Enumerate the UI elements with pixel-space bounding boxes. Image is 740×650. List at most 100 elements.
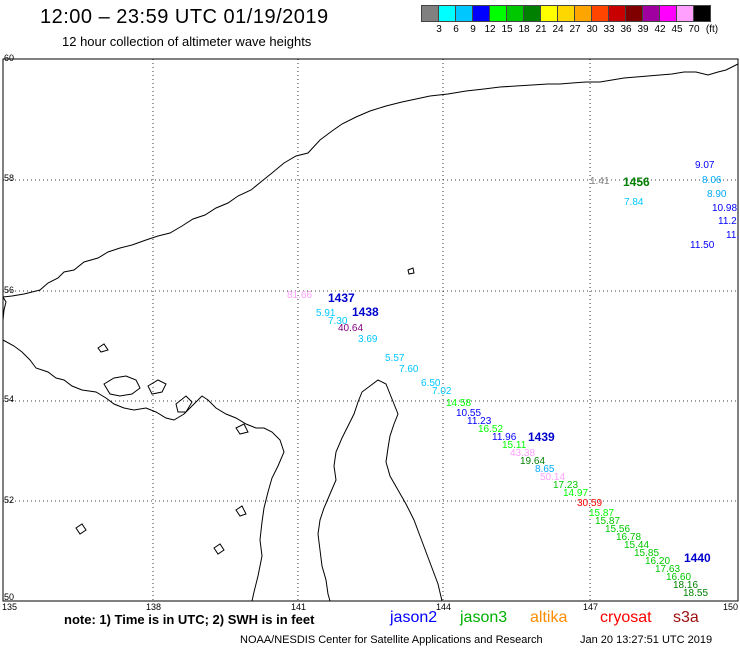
wave-height-observation: 8.65 — [535, 464, 555, 475]
shantar-island-small — [147, 379, 167, 395]
color-scale-tick-label: 6 — [453, 24, 459, 35]
lat-label-52: 52 — [4, 495, 15, 505]
islet-3 — [235, 505, 247, 517]
lon-label-150: 150 — [723, 602, 739, 612]
credit-line: NOAA/NESDIS Center for Satellite Applica… — [240, 634, 543, 646]
color-scale-tick-label: 3 — [436, 24, 442, 35]
wave-height-observation: 40.64 — [338, 323, 364, 334]
islet-6 — [407, 267, 415, 275]
wave-height-observation: 1.41 — [590, 176, 610, 187]
wave-height-observation: 30.59 — [577, 498, 603, 509]
legend-jason3: jason3 — [460, 609, 508, 626]
wave-height-observation: 5.57 — [385, 353, 405, 364]
wave-height-observation: 11. — [726, 230, 740, 241]
wave-height-observation: 10.55 — [456, 408, 482, 419]
islet-2 — [235, 423, 249, 435]
wave-height-observation: 16.60 — [666, 572, 692, 583]
shantar-island-large — [103, 375, 141, 397]
color-scale-tick-label: 45 — [671, 24, 683, 35]
wave-height-observation: 16.78 — [616, 532, 642, 543]
lon-label-147: 147 — [583, 602, 599, 612]
wave-height-observation: 15.85 — [634, 548, 660, 559]
color-scale-tick-label: 36 — [620, 24, 632, 35]
wave-height-observation: 11.96 — [492, 432, 517, 443]
color-scale-tick-label: 9 — [470, 24, 476, 35]
wave-height-observation: 17.23 — [553, 480, 579, 491]
map-frame — [2, 58, 739, 602]
color-scale-tick-label: 15 — [501, 24, 513, 35]
page-title: 12:00 – 23:59 UTC 01/19/2019 — [40, 6, 329, 28]
pass-time-label: 1438 — [352, 305, 379, 319]
wave-height-observation: 10.98 — [712, 203, 738, 214]
color-scale-tick-label: 21 — [535, 24, 547, 35]
color-scale-tick-label: 24 — [552, 24, 564, 35]
wave-height-observation: 15.11 — [502, 440, 527, 451]
legend-altika: altika — [530, 609, 568, 626]
lon-label-141: 141 — [291, 602, 307, 612]
lat-label-54: 54 — [4, 394, 15, 404]
color-scale-tick-label: 70 — [688, 24, 700, 35]
pass-time-label: 1440 — [684, 551, 711, 565]
wave-height-observation: 16.52 — [478, 424, 504, 435]
lat-label-56: 56 — [4, 285, 15, 295]
wave-height-observation: 7.84 — [624, 197, 644, 208]
color-scale-tick-label: 33 — [603, 24, 615, 35]
wave-height-observation: 11.50 — [690, 240, 715, 251]
color-scale-tick-label: 27 — [569, 24, 581, 35]
wave-height-observation: 3.69 — [358, 334, 378, 345]
wave-height-observation: 7.02 — [432, 386, 452, 397]
wave-height-observation: 19.64 — [520, 456, 546, 467]
legend-jason2: jason2 — [390, 609, 438, 626]
units-note: note: 1) Time is in UTC; 2) SWH is in fe… — [64, 612, 315, 627]
page-subtitle: 12 hour collection of altimeter wave hei… — [62, 34, 312, 49]
color-scale-tick-label: 39 — [637, 24, 649, 35]
wave-height-observation: 11.2 — [718, 216, 737, 227]
wave-height-observation: 15.44 — [624, 540, 650, 551]
wave-height-observation: 18.55 — [683, 588, 709, 599]
color-scale-tick-label: 42 — [654, 24, 666, 35]
wave-height-observation: 16.20 — [645, 556, 671, 567]
color-scale-tick-label: 30 — [586, 24, 598, 35]
sakhalin-coastline — [317, 379, 443, 602]
pass-time-label: 1437 — [328, 291, 355, 305]
islet-4 — [75, 523, 87, 535]
wave-height-observation: 6.50 — [421, 378, 441, 389]
tatar-strait-coast — [2, 339, 285, 602]
wave-height-observation: 14.97 — [563, 488, 589, 499]
generated-timestamp: Jan 20 13:27:51 UTC 2019 — [580, 634, 713, 646]
wave-height-observation: 15.87 — [595, 516, 621, 527]
lat-label-50: 50 — [4, 592, 15, 602]
wave-height-observation: 7.60 — [399, 364, 419, 375]
wave-height-observation: 11.23 — [467, 416, 492, 427]
islet-5 — [213, 543, 225, 555]
lon-label-135: 135 — [2, 602, 18, 612]
wave-height-observation: 18.16 — [673, 580, 699, 591]
wave-height-observation: 8.90 — [707, 189, 727, 200]
graticule — [3, 59, 738, 601]
wave-height-observation: 8.06 — [702, 175, 722, 186]
wave-height-observation: 43.38 — [510, 448, 536, 459]
pass-time-label: 1456 — [623, 175, 650, 189]
color-scale-tick-label: 12 — [484, 24, 496, 35]
color-swatch — [693, 5, 711, 22]
lon-label-144: 144 — [436, 602, 452, 612]
wave-height-observation: 5.91 — [316, 308, 336, 319]
wave-height-observation: 7.30 — [328, 316, 348, 327]
wave-height-observation: 50.14 — [540, 472, 566, 483]
lat-label-60: 60 — [4, 53, 15, 63]
lat-label-58: 58 — [4, 173, 15, 183]
wave-height-observation: 14.58 — [446, 398, 472, 409]
color-scale-tick-label: 18 — [518, 24, 530, 35]
wave-height-observation: 81.66 — [287, 290, 313, 301]
shantar-island-east — [175, 395, 193, 413]
mainland-coastline — [2, 63, 739, 298]
islet-1 — [97, 343, 109, 353]
mainland-coastline-west — [2, 296, 7, 321]
pass-time-label: 1439 — [528, 430, 555, 444]
color-scale-unit: (ft) — [705, 24, 719, 35]
wave-height-observation: 9.07 — [695, 160, 715, 171]
wave-height-observation: 15.87 — [589, 508, 615, 519]
legend-s3a: s3a — [673, 609, 699, 626]
